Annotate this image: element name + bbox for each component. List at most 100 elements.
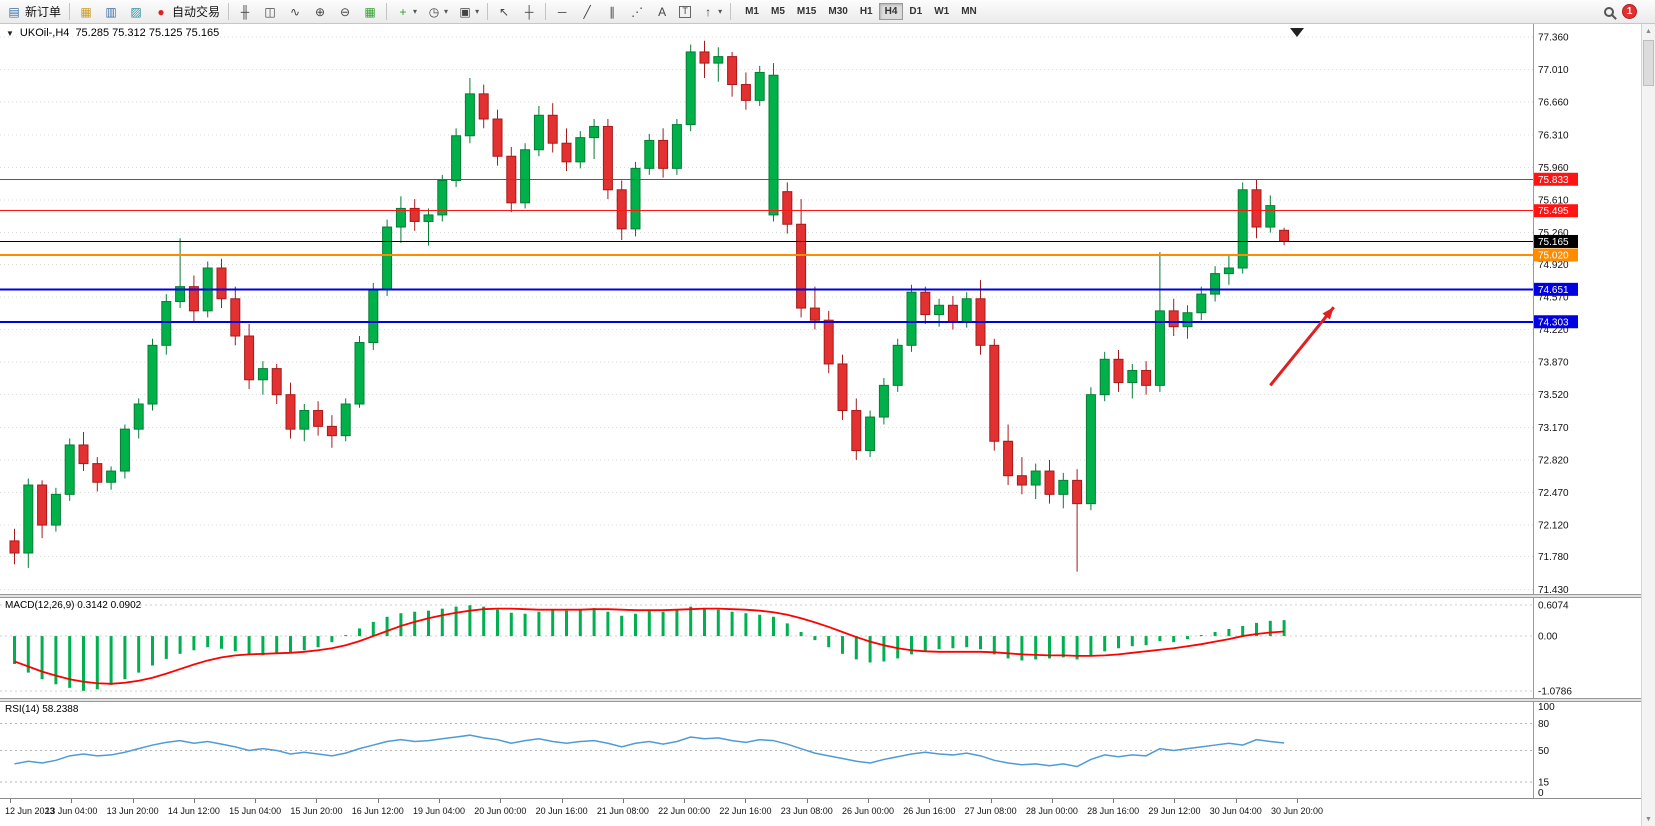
- periods-button[interactable]: ◷ ▾: [422, 2, 452, 22]
- templates-button[interactable]: ▣ ▾: [453, 2, 483, 22]
- pane-divider-rsi[interactable]: [0, 698, 1641, 702]
- horizontal-line-button[interactable]: ─: [550, 2, 574, 22]
- trendline-button[interactable]: ╱: [575, 2, 599, 22]
- time-label: 13 Jun 20:00: [106, 806, 159, 816]
- timeframe-m1-button[interactable]: M1: [745, 6, 759, 17]
- bar-chart-icon: ╫: [240, 4, 250, 19]
- horizontal-line-icon: ─: [557, 4, 567, 19]
- chevron-down-icon: ▾: [444, 7, 449, 16]
- timeframe-w1-button[interactable]: W1: [934, 6, 950, 17]
- svg-text:74.570: 74.570: [1538, 292, 1569, 303]
- toolbar-separator: [545, 3, 547, 20]
- time-tick: [439, 799, 440, 803]
- tile-windows-button[interactable]: ▦: [358, 2, 382, 22]
- time-axis[interactable]: 12 Jun 2023 13 Jun 04:00 13 Jun 20:00 14 Ju…: [0, 798, 1641, 824]
- line-chart-icon: ∿: [290, 4, 301, 19]
- timeframe-d1-button[interactable]: D1: [909, 6, 923, 17]
- rsi-chart[interactable]: 100 80 50 150: [0, 702, 1641, 798]
- pane-divider-macd[interactable]: [0, 594, 1641, 598]
- time-label: 26 Jun 16:00: [903, 806, 956, 816]
- scrollbar-thumb[interactable]: [1643, 40, 1654, 86]
- timeframe-m15-button[interactable]: M15: [796, 6, 817, 17]
- zoom-in-button[interactable]: ⊕: [308, 2, 332, 22]
- autotrading-label: 自动交易: [172, 5, 221, 19]
- time-tick: [1113, 799, 1115, 803]
- arrows-button[interactable]: ↑ ▾: [696, 2, 726, 22]
- text-button[interactable]: A: [650, 2, 674, 22]
- time-label: 23 Jun 08:00: [780, 806, 833, 816]
- search-icon[interactable]: [1604, 6, 1614, 17]
- time-label: 15 Jun 20:00: [290, 806, 343, 816]
- timeframe-mn-button[interactable]: MN: [961, 6, 977, 17]
- data-window-icon: ▨: [130, 4, 142, 19]
- macd-chart[interactable]: 0.6074 0.00 -1.0786: [0, 598, 1641, 698]
- time-label: 19 Jun 04:00: [413, 806, 466, 816]
- zoom-out-button[interactable]: ⊖: [333, 2, 357, 22]
- chart-line-button[interactable]: ∿: [283, 2, 307, 22]
- text-icon: A: [658, 4, 667, 19]
- scroll-down-icon[interactable]: ▼: [1645, 815, 1652, 823]
- print-preview-button[interactable]: ▥: [99, 2, 123, 22]
- timeframe-h4-button[interactable]: H4: [878, 3, 904, 20]
- collapse-icon[interactable]: ▼: [6, 28, 14, 38]
- scroll-up-icon[interactable]: ▲: [1645, 27, 1652, 35]
- svg-text:77.010: 77.010: [1538, 65, 1569, 76]
- time-label: 30 Jun 20:00: [1271, 806, 1324, 816]
- chart-bars-button[interactable]: ╫: [233, 2, 257, 22]
- chart-title: ▼ UKOil-,H4 75.285 75.312 75.125 75.165: [6, 27, 219, 39]
- svg-text:-1.0786: -1.0786: [1538, 686, 1572, 697]
- autotrading-icon: ●: [157, 4, 165, 19]
- chart-symbol-period: UKOil-,H4: [19, 27, 70, 39]
- new-order-button[interactable]: ▤ 新订单: [2, 2, 65, 22]
- svg-text:0.00: 0.00: [1538, 632, 1558, 643]
- timeframe-h1-button[interactable]: H1: [859, 6, 873, 17]
- time-tick: [1235, 799, 1237, 803]
- rsi-pane[interactable]: 100 80 50 15 0 RSI(14) 58.2388: [0, 702, 1641, 798]
- time-tick: [193, 799, 195, 803]
- chart-area: 77.360 77.010 76.660 76.310 75.960 75.610 75.2…: [0, 24, 1641, 824]
- text-label-button[interactable]: T: [675, 2, 695, 22]
- svg-text:72.120: 72.120: [1538, 521, 1569, 532]
- time-tick: [622, 799, 624, 803]
- cursor-button[interactable]: ↖: [492, 2, 516, 22]
- main-chart[interactable]: 77.360 77.010 76.660 76.310 75.960 75.610 75.2…: [0, 24, 1641, 594]
- timeframe-m30-button[interactable]: M30: [828, 6, 848, 17]
- time-tick: [316, 799, 318, 803]
- new-chart-button[interactable]: + ▾: [391, 2, 421, 22]
- svg-text:75.020: 75.020: [1538, 250, 1569, 261]
- arrow-tool-icon: ↑: [705, 4, 712, 19]
- svg-text:15: 15: [1538, 777, 1550, 788]
- macd-pane[interactable]: 0.6074 0.00 -1.0786 MACD(12,26,9) 0.3142 0…: [0, 598, 1641, 698]
- timeframe-m5-button[interactable]: M5: [771, 6, 785, 17]
- price-pane[interactable]: 77.360 77.010 76.660 76.310 75.960 75.610 75.2…: [0, 24, 1641, 594]
- trendline-icon: ╱: [583, 4, 591, 19]
- fibonacci-button[interactable]: ⋰: [625, 2, 649, 22]
- time-label: 12 Jun 2023: [5, 806, 55, 816]
- time-label: 29 Jun 12:00: [1148, 806, 1201, 816]
- new-order-label: 新订单: [25, 5, 62, 19]
- svg-text:0.6074: 0.6074: [1538, 601, 1569, 612]
- time-tick: [745, 799, 747, 803]
- chart-candles-button[interactable]: ◫: [258, 2, 282, 22]
- clock-icon: ◷: [428, 4, 440, 19]
- crosshair-icon: ┼: [524, 4, 534, 19]
- trend-arrow-annotation[interactable]: [1269, 306, 1335, 387]
- time-label: 22 Jun 16:00: [719, 806, 772, 816]
- toolbar-separator: [69, 3, 71, 20]
- time-tick: [377, 799, 379, 803]
- vertical-scrollbar[interactable]: ▲ ▼: [1641, 24, 1655, 826]
- zoom-in-icon: ⊕: [315, 4, 326, 19]
- toolbar-separator: [386, 3, 388, 20]
- svg-text:0: 0: [1538, 788, 1544, 798]
- time-tick: [1174, 799, 1176, 803]
- svg-text:77.360: 77.360: [1538, 33, 1569, 44]
- data-window-button[interactable]: ▨: [124, 2, 148, 22]
- svg-text:72.470: 72.470: [1538, 488, 1569, 499]
- channel-button[interactable]: ∥: [600, 2, 624, 22]
- print-button[interactable]: ▦: [74, 2, 98, 22]
- crosshair-button[interactable]: ┼: [517, 2, 541, 22]
- notification-badge[interactable]: 1: [1622, 4, 1637, 19]
- svg-text:71.780: 71.780: [1538, 552, 1569, 563]
- svg-text:74.220: 74.220: [1538, 325, 1569, 336]
- autotrading-button[interactable]: ● 自动交易: [149, 2, 224, 22]
